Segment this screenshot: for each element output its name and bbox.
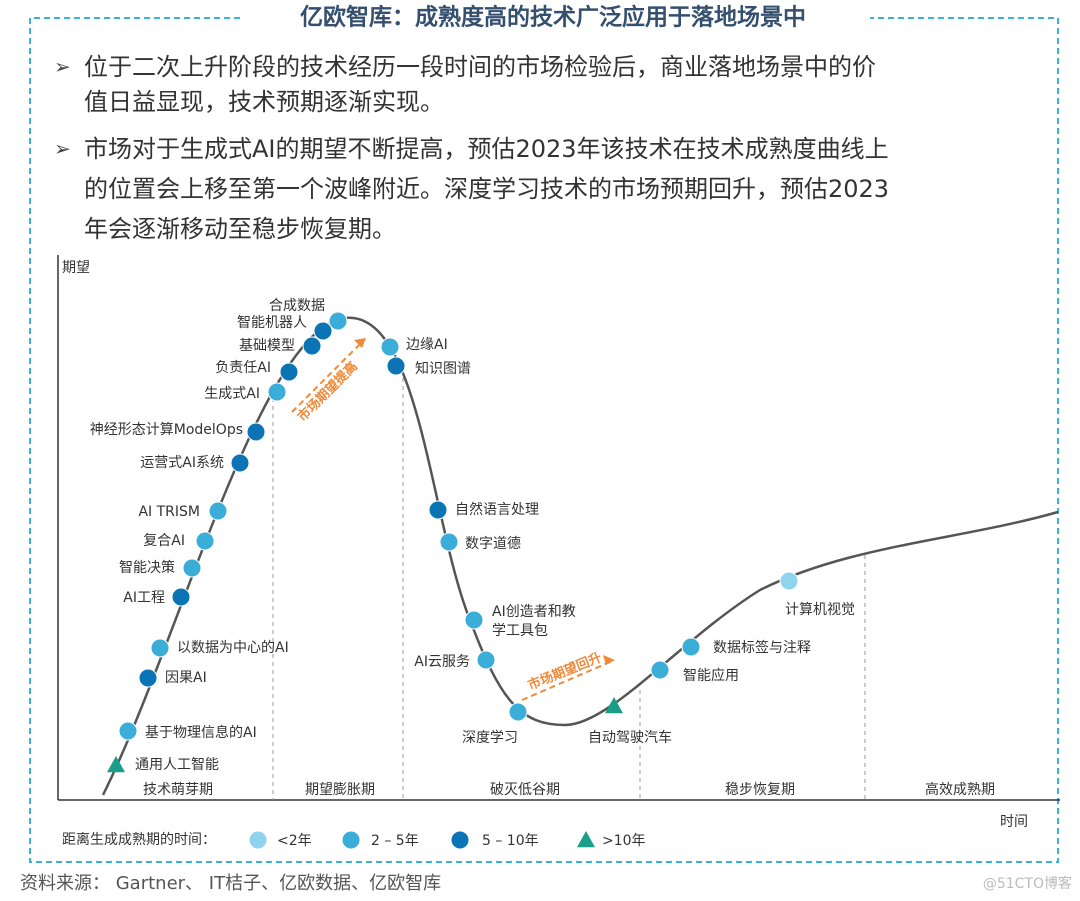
node-label: 运营式AI系统 xyxy=(140,455,224,471)
node xyxy=(267,382,287,402)
node xyxy=(107,756,125,773)
bullet-text: 的位置会上移至第一个波峰附近。深度学习技术的市场预期回升，预估2023 xyxy=(84,175,889,203)
node-label: AI工程 xyxy=(123,590,165,606)
frame xyxy=(29,17,1059,863)
annotation: 市场期望提高 xyxy=(294,358,360,424)
arrow-head xyxy=(354,338,366,348)
node-label: 合成数据 xyxy=(269,298,325,314)
node xyxy=(681,637,701,657)
legend-label: 2 – 5年 xyxy=(371,833,419,849)
node-label: 智能机器人 xyxy=(237,315,307,331)
node-label: AI TRISM xyxy=(138,504,200,520)
node xyxy=(428,500,448,520)
x-axis-label: 时间 xyxy=(1000,814,1028,830)
legend-title: 距离生成成熟期的时间： xyxy=(62,831,216,848)
node-label: AI云服务 xyxy=(414,654,470,670)
source: 资料来源： Gartner、 IT桔子、亿欧数据、亿欧智库 xyxy=(20,873,441,894)
node-label: 以数据为中心的AI xyxy=(177,640,289,656)
node xyxy=(380,337,400,357)
phase-label: 高效成熟期 xyxy=(925,781,995,798)
watermark: @51CTO博客 xyxy=(983,875,1072,892)
node xyxy=(386,356,406,376)
node xyxy=(328,311,348,331)
phase-label: 期望膨胀期 xyxy=(305,781,375,798)
node-label: 数字道德 xyxy=(465,536,521,552)
node xyxy=(439,532,459,552)
title: 亿欧智库：成熟度高的技术广泛应用于落地场景中 xyxy=(300,4,806,31)
node-label: 神经形态计算ModelOps xyxy=(90,422,243,438)
node xyxy=(650,660,670,680)
node-label: 自动驾驶汽车 xyxy=(588,729,672,746)
node xyxy=(313,321,333,341)
bullet-marker: ➢ xyxy=(54,55,71,79)
arrow-head xyxy=(603,655,615,665)
node-label: 生成式AI xyxy=(204,386,260,402)
node-label: 深度学习 xyxy=(462,730,518,746)
legend-label: 5 – 10年 xyxy=(482,833,539,849)
node xyxy=(150,638,170,658)
node xyxy=(464,610,484,630)
node xyxy=(476,650,496,670)
node xyxy=(230,453,250,473)
node-label: 自然语言处理 xyxy=(455,501,539,518)
node xyxy=(246,422,266,442)
legend-swatch xyxy=(248,830,268,850)
node xyxy=(605,697,623,714)
legend-swatch xyxy=(577,831,595,848)
node-label: 因果AI xyxy=(165,670,207,686)
trend-arrows xyxy=(291,341,611,701)
bullet-text: 值日益显现，技术预期逐渐实现。 xyxy=(84,88,444,116)
node-label: 智能决策 xyxy=(119,559,175,576)
node xyxy=(279,362,299,382)
legend-swatch xyxy=(450,830,470,850)
bullet-text: 年会逐渐移动至稳步恢复期。 xyxy=(84,215,396,243)
node-label: 边缘AI xyxy=(406,337,448,353)
node-label: 复合AI xyxy=(143,532,185,549)
phase-label: 技术萌芽期 xyxy=(143,782,213,798)
node-label: 基于物理信息的AI xyxy=(145,724,257,741)
node xyxy=(182,558,202,578)
y-axis-label: 期望 xyxy=(62,260,90,276)
node xyxy=(138,668,158,688)
node xyxy=(779,571,799,591)
node-label: 智能应用 xyxy=(683,667,739,684)
node xyxy=(208,501,228,521)
node-label: 计算机视觉 xyxy=(785,602,855,618)
legend-swatch xyxy=(341,830,361,850)
node-label: 学工具包 xyxy=(492,623,548,639)
node xyxy=(195,531,215,551)
phase-label: 破灭低谷期 xyxy=(490,782,560,798)
bullet-marker: ➢ xyxy=(54,137,71,161)
annotation: 市场期望回升 xyxy=(526,650,604,694)
bullet-text: 市场对于生成式AI的期望不断提高，预估2023年该技术在技术成熟度曲线上 xyxy=(84,135,889,163)
node-label: 数据标签与注释 xyxy=(713,639,811,656)
node xyxy=(118,721,138,741)
node xyxy=(302,336,322,356)
node xyxy=(171,587,191,607)
node-label: 负责任AI xyxy=(215,360,271,376)
node xyxy=(508,702,528,722)
legend-label: <2年 xyxy=(277,833,312,849)
node-label: AI创造者和教 xyxy=(492,604,576,620)
bullet-text: 位于二次上升阶段的技术经历一段时间的市场检验后，商业落地场景中的价 xyxy=(84,53,876,81)
node-label: 基础模型 xyxy=(239,337,295,354)
legend-label: >10年 xyxy=(602,833,646,849)
phase-label: 稳步恢复期 xyxy=(725,781,795,798)
node-label: 通用人工智能 xyxy=(135,757,219,773)
node-label: 知识图谱 xyxy=(415,360,471,377)
phase-dividers xyxy=(272,370,866,800)
